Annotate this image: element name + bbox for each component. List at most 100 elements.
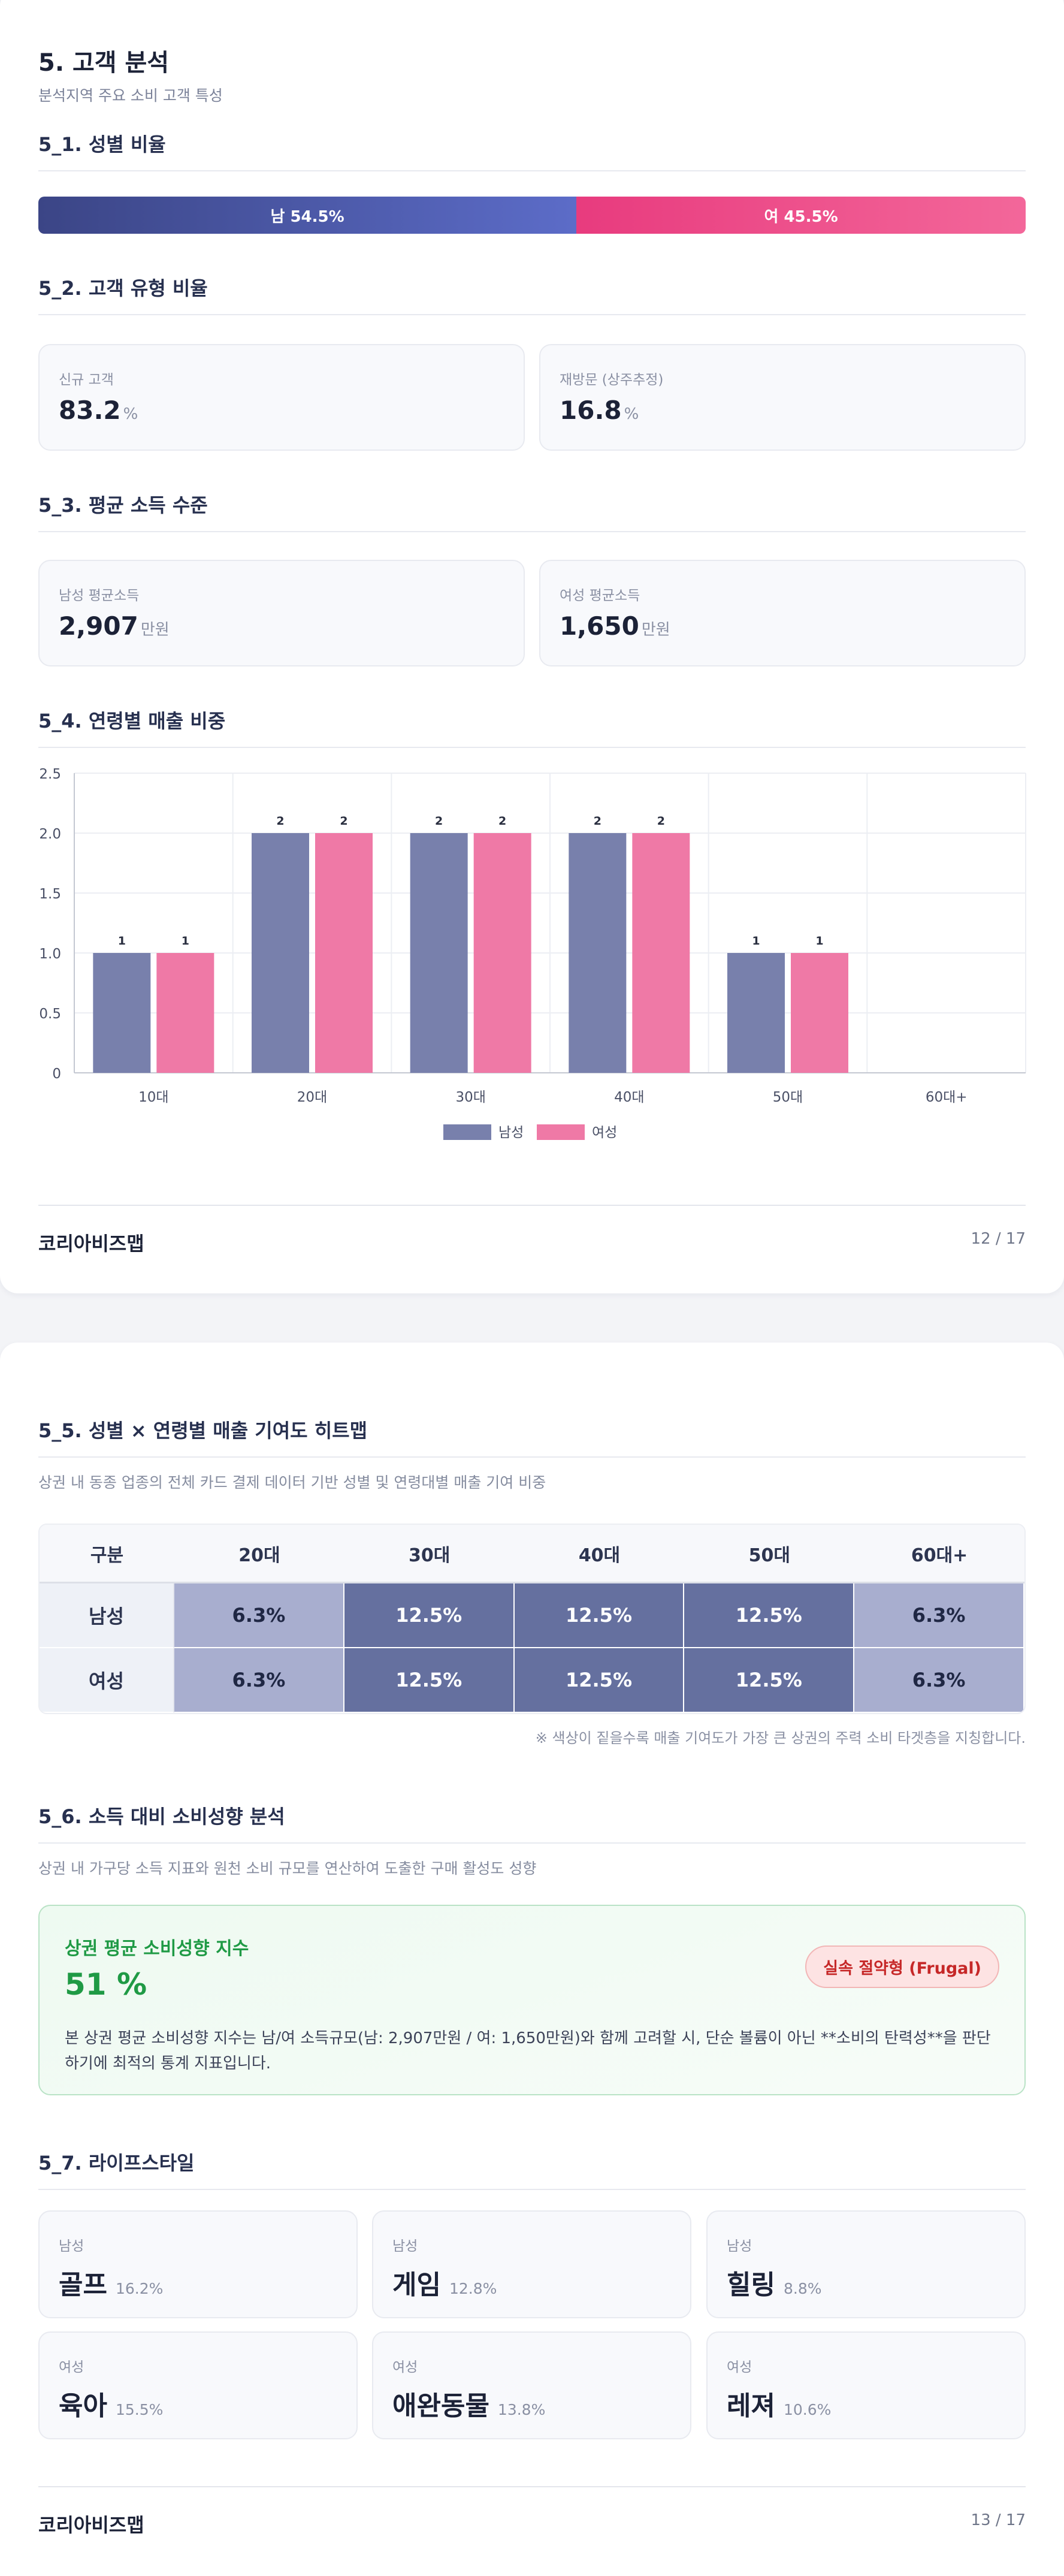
lifestyle-gender: 여성 <box>59 2360 84 2375</box>
legend-swatch <box>443 1124 491 1140</box>
lifestyle-card: 남성 골프 16.2% <box>38 2210 358 2318</box>
card-value: 16.8% <box>560 396 639 425</box>
heatmap-header-cell: 60대+ <box>911 1545 968 1566</box>
heatmap-cell: 12.5% <box>514 1648 685 1713</box>
card-value: 2,907 만원 <box>59 611 170 641</box>
x-tick-label: 50대 <box>773 1090 803 1105</box>
page-subtitle: 분석지역 주요 소비 고객 특성 <box>38 87 223 104</box>
lifestyle-card: 여성 육아 15.5% <box>38 2331 358 2439</box>
spending-analysis-title: 5_6. 소득 대비 소비성향 분석 <box>38 1802 1026 1844</box>
y-tick-label: 2.5 <box>39 767 61 782</box>
bar <box>569 833 627 1073</box>
bar <box>410 833 468 1073</box>
heatmap-cell: 12.5% <box>344 1583 515 1648</box>
legend-label: 여성 <box>592 1125 617 1141</box>
lifestyle-gender: 남성 <box>727 2239 752 2254</box>
age-sales-bar-chart: 0 0.5 1.0 1.5 2.0 2.5 1 1 10대 2 2 20대 2 2 30대 2 2 40대 1 1 50… <box>39 767 1026 1141</box>
bar <box>315 833 373 1073</box>
heatmap-note: ※ 색상이 짙을수록 매출 기여도가 가장 큰 상권의 주력 소비 타겟층을 지… <box>535 1730 1026 1747</box>
spending-index-value: 51 % <box>65 1967 147 2002</box>
gender-ratio-bar: 남 54.5% 여 45.5% <box>38 197 1026 234</box>
bar <box>473 833 531 1073</box>
gender-age-heatmap: 구분 20대 30대 40대 50대 60대+ 남성 6.3% 12.5% 12… <box>38 1524 1026 1714</box>
lifestyle-gender: 남성 <box>392 2239 418 2254</box>
report-page-12: 5. 고객 분석 분석지역 주요 소비 고객 특성 5_1. 성별 비율 남 5… <box>0 0 1064 1293</box>
lifestyle-name: 게임 12.8% <box>392 2270 497 2300</box>
legend-label: 남성 <box>498 1125 524 1141</box>
lifestyle-name: 애완동물 13.8% <box>392 2391 546 2421</box>
x-tick-label: 60대+ <box>926 1090 968 1105</box>
heatmap-row-label: 남성 <box>40 1583 174 1648</box>
bar-data-label: 2 <box>657 815 665 828</box>
bar-data-label: 1 <box>815 934 823 948</box>
bar-data-label: 2 <box>276 815 284 828</box>
bar <box>93 953 151 1073</box>
returning-customer-card: 재방문 (상주추정) 16.8% <box>539 344 1026 451</box>
card-value: 1,650 만원 <box>560 611 670 641</box>
page-number: 13 / 17 <box>971 2511 1026 2529</box>
spending-index-box: 상권 평균 소비성향 지수 51 % 실속 절약형 (Frugal) 본 상권 … <box>38 1905 1026 2095</box>
female-ratio-segment: 여 45.5% <box>576 197 1026 234</box>
bar-data-label: 1 <box>182 934 189 948</box>
spending-type-badge: 실속 절약형 (Frugal) <box>805 1945 999 1988</box>
footer-brand: 코리아비즈맵 <box>38 2514 144 2536</box>
heatmap-header-cell: 30대 <box>409 1545 451 1566</box>
female-income-card: 여성 평균소득 1,650 만원 <box>539 560 1026 666</box>
heatmap-cell: 12.5% <box>684 1583 855 1648</box>
lifestyle-gender: 여성 <box>727 2360 752 2375</box>
x-tick-label: 20대 <box>297 1090 327 1105</box>
page-footer: 코리아비즈맵 12 / 17 <box>38 1205 1026 1265</box>
heatmap-cell: 12.5% <box>514 1583 685 1648</box>
bar-data-label: 2 <box>435 815 443 828</box>
lifestyle-name: 레져 10.6% <box>727 2391 832 2421</box>
page-number: 12 / 17 <box>971 1230 1026 1248</box>
heatmap-cell: 12.5% <box>684 1648 855 1713</box>
lifestyle-title: 5_7. 라이프스타일 <box>38 2148 1026 2190</box>
lifestyle-gender: 여성 <box>392 2360 418 2375</box>
heatmap-row-female: 여성 6.3% 12.5% 12.5% 12.5% 6.3% <box>40 1648 1024 1713</box>
report-page-13: 5_5. 성별 × 연령별 매출 기여도 히트맵 상권 내 동종 업종의 전체 … <box>0 1343 1064 2576</box>
lifestyle-card: 여성 레져 10.6% <box>706 2331 1026 2439</box>
bar <box>791 953 848 1073</box>
income-level-title: 5_3. 평균 소득 수준 <box>38 490 1026 532</box>
spending-analysis-description: 상권 내 가구당 소득 지표와 원천 소비 규모를 연산하여 도출한 구매 활성… <box>38 1860 537 1877</box>
page-title: 5. 고객 분석 <box>38 49 170 77</box>
new-customer-card: 신규 고객 83.2% <box>38 344 525 451</box>
x-tick-label: 40대 <box>614 1090 644 1105</box>
bar <box>252 833 309 1073</box>
card-label: 재방문 (상주추정) <box>560 372 664 388</box>
bar-data-label: 2 <box>594 815 601 828</box>
heatmap-header-row: 구분 20대 30대 40대 50대 60대+ <box>40 1525 1024 1583</box>
card-value: 83.2% <box>59 396 138 425</box>
page-footer: 코리아비즈맵 13 / 17 <box>38 2486 1026 2546</box>
bar-data-label: 2 <box>498 815 506 828</box>
lifestyle-name: 골프 16.2% <box>59 2270 164 2300</box>
heatmap-row-male: 남성 6.3% 12.5% 12.5% 12.5% 6.3% <box>40 1583 1024 1648</box>
x-tick-label: 30대 <box>455 1090 485 1105</box>
bar <box>632 833 690 1073</box>
y-tick-label: 2.0 <box>39 827 61 842</box>
bar <box>727 953 785 1073</box>
lifestyle-name: 힐링 8.8% <box>727 2270 822 2300</box>
bar-data-label: 1 <box>752 934 760 948</box>
card-label: 남성 평균소득 <box>59 588 140 604</box>
lifestyle-card: 남성 게임 12.8% <box>372 2210 691 2318</box>
heatmap-description: 상권 내 동종 업종의 전체 카드 결제 데이터 기반 성별 및 연령대별 매출… <box>38 1474 546 1491</box>
spending-index-title: 상권 평균 소비성향 지수 <box>65 1938 249 1959</box>
y-tick-label: 0.5 <box>39 1006 61 1022</box>
age-sales-title: 5_4. 연령별 매출 비중 <box>38 706 1026 748</box>
card-label: 신규 고객 <box>59 372 114 388</box>
lifestyle-card: 남성 힐링 8.8% <box>706 2210 1026 2318</box>
heatmap-cell: 12.5% <box>344 1648 515 1713</box>
heatmap-cell: 6.3% <box>174 1648 344 1713</box>
heatmap-header-cell: 50대 <box>748 1545 790 1566</box>
lifestyle-gender: 남성 <box>59 2239 84 2254</box>
bar-data-label: 1 <box>118 934 126 948</box>
heatmap-cell: 6.3% <box>854 1583 1024 1648</box>
x-tick-label: 10대 <box>138 1090 168 1105</box>
spending-index-description: 본 상권 평균 소비성향 지수는 남/여 소득규모(남: 2,907만원 / 여… <box>65 2029 991 2073</box>
y-tick-label: 0 <box>52 1066 61 1082</box>
heatmap-header-cell: 20대 <box>238 1545 280 1566</box>
lifestyle-card: 여성 애완동물 13.8% <box>372 2331 691 2439</box>
lifestyle-name: 육아 15.5% <box>59 2391 164 2421</box>
